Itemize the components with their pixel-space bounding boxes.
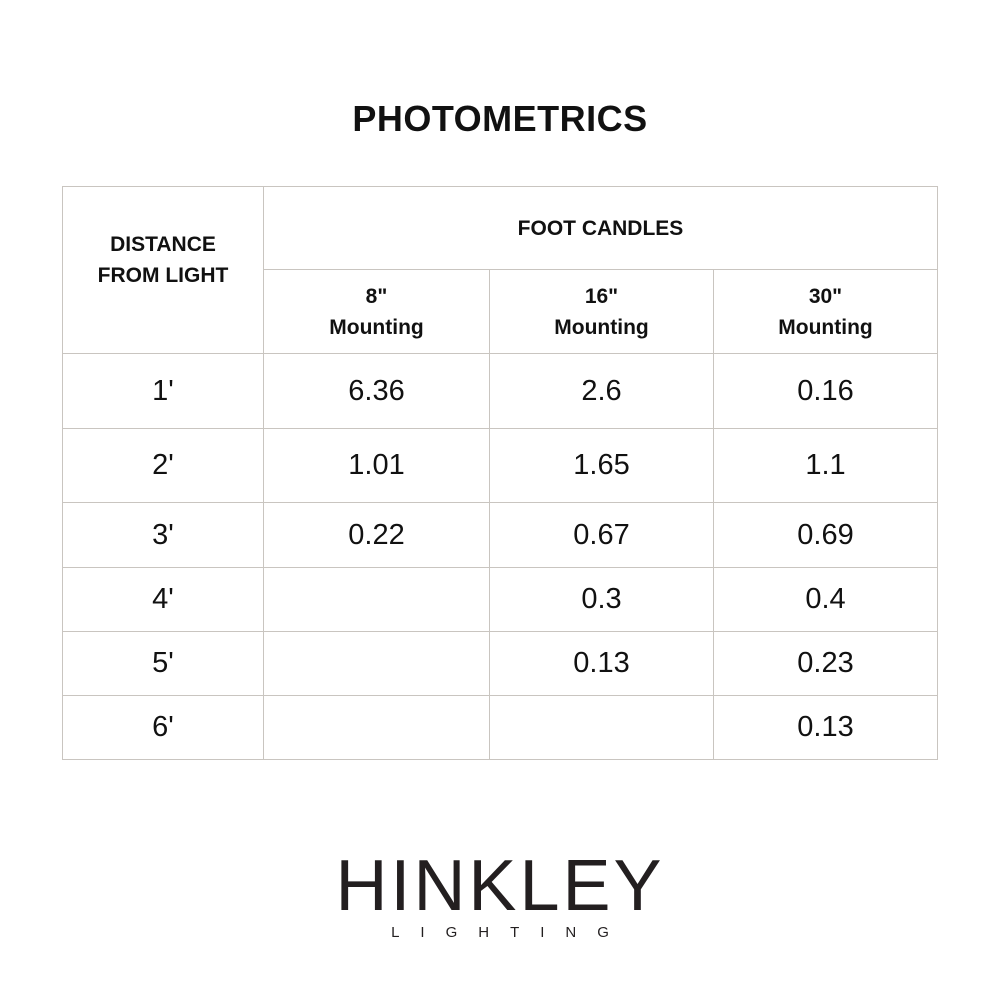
foot-candles-header: FOOT CANDLES xyxy=(263,186,938,270)
mounting-label: Mounting xyxy=(329,315,424,339)
foot-candle-cell xyxy=(489,695,714,760)
foot-candle-cell: 0.22 xyxy=(263,502,490,568)
hinkley-logo: HINKLEY LIGHTING xyxy=(0,848,1000,942)
foot-candle-cell: 0.16 xyxy=(713,353,938,429)
foot-candle-cell: 0.67 xyxy=(489,502,714,568)
foot-candle-cell: 1.01 xyxy=(263,428,490,503)
distance-cell: 1' xyxy=(62,353,264,429)
distance-header: DISTANCE FROM LIGHT xyxy=(62,186,264,354)
mounting-label: Mounting xyxy=(778,315,873,339)
foot-candle-cell: 0.13 xyxy=(713,695,938,760)
mounting-header: 8" Mounting xyxy=(263,269,490,354)
foot-candle-cell xyxy=(263,695,490,760)
logo-sub: LIGHTING xyxy=(391,924,630,941)
table-row: 4' 0.3 0.4 xyxy=(62,567,938,632)
mounting-size: 8" xyxy=(365,284,388,308)
foot-candle-cell: 0.4 xyxy=(713,567,938,632)
page-title: PHOTOMETRICS xyxy=(352,98,648,139)
mounting-size: 16" xyxy=(584,284,619,308)
foot-candle-cell: 0.23 xyxy=(713,631,938,696)
foot-candle-cell: 6.36 xyxy=(263,353,490,429)
distance-cell: 4' xyxy=(62,567,264,632)
table-row: 6' 0.13 xyxy=(62,695,938,760)
table-row: 3' 0.22 0.67 0.69 xyxy=(62,502,938,568)
photometrics-table: DISTANCE FROM LIGHT FOOT CANDLES 8" Mount… xyxy=(62,186,938,760)
foot-candle-cell: 0.69 xyxy=(713,502,938,568)
mounting-header: 16" Mounting xyxy=(489,269,714,354)
table-row: 1' 6.36 2.6 0.16 xyxy=(62,353,938,429)
mounting-size: 30" xyxy=(808,284,843,308)
foot-candle-cell xyxy=(263,631,490,696)
foot-candle-cell: 0.3 xyxy=(489,567,714,632)
foot-candle-cell: 2.6 xyxy=(489,353,714,429)
mounting-label: Mounting xyxy=(554,315,649,339)
distance-cell: 6' xyxy=(62,695,264,760)
distance-cell: 5' xyxy=(62,631,264,696)
foot-candle-cell: 1.1 xyxy=(713,428,938,503)
distance-cell: 2' xyxy=(62,428,264,503)
logo-brand: HINKLEY xyxy=(335,846,665,926)
foot-candle-cell xyxy=(263,567,490,632)
distance-cell: 3' xyxy=(62,502,264,568)
table-row: 2' 1.01 1.65 1.1 xyxy=(62,428,938,503)
foot-candle-cell: 0.13 xyxy=(489,631,714,696)
table-row: 5' 0.13 0.23 xyxy=(62,631,938,696)
foot-candle-cell: 1.65 xyxy=(489,428,714,503)
mounting-header: 30" Mounting xyxy=(713,269,938,354)
